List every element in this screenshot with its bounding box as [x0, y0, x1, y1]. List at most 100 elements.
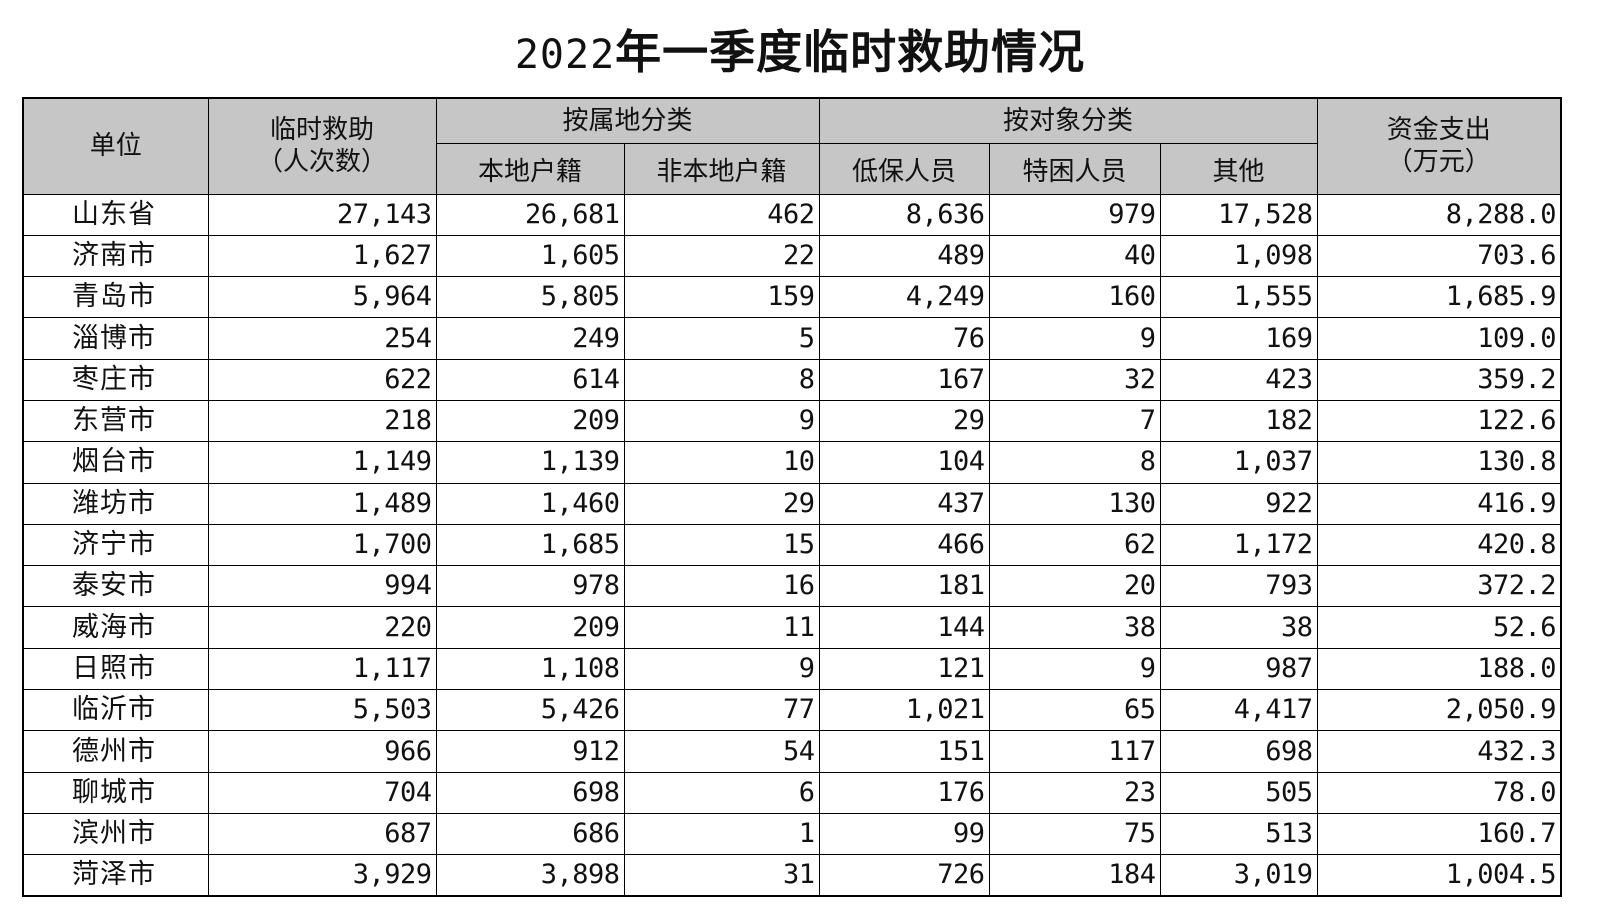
- cell-total: 5,964: [207, 276, 437, 319]
- cell-other: 169: [1159, 317, 1318, 360]
- cell-unit: 威海市: [22, 606, 209, 649]
- cell-dibao: 181: [818, 565, 990, 608]
- cell-funds: 52.6: [1316, 606, 1562, 649]
- header-funds-line1: 资金支出: [1386, 115, 1491, 146]
- cell-unit: 济南市: [22, 234, 209, 278]
- header-dibao: 低保人员: [818, 142, 990, 195]
- cell-funds: 78.0: [1316, 771, 1562, 814]
- table-row: 青岛市 5,964 5,805 159 4,249 160 1,555 1,685.9: [22, 276, 1562, 319]
- table-row: 枣庄市 622 614 8 167 32 423 359.2: [22, 358, 1562, 401]
- cell-total: 27,143: [207, 193, 437, 236]
- table-row: 淄博市 254 249 5 76 9 169 109.0: [22, 317, 1562, 360]
- cell-unit: 泰安市: [22, 565, 209, 608]
- cell-dibao: 76: [818, 317, 990, 360]
- cell-funds: 122.6: [1316, 399, 1562, 443]
- cell-total: 254: [207, 317, 437, 360]
- cell-tekun: 160: [988, 276, 1161, 319]
- cell-other: 513: [1159, 812, 1318, 856]
- cell-tekun: 23: [988, 771, 1161, 814]
- cell-other: 423: [1159, 358, 1318, 401]
- cell-local: 698: [435, 771, 625, 814]
- cell-unit: 临沂市: [22, 689, 209, 732]
- cell-funds: 1,685.9: [1316, 276, 1562, 319]
- cell-tekun: 20: [988, 565, 1161, 608]
- cell-funds: 2,050.9: [1316, 689, 1562, 732]
- cell-total: 1,117: [207, 647, 437, 691]
- cell-tekun: 117: [988, 730, 1161, 773]
- cell-other: 922: [1159, 482, 1318, 525]
- table-row: 潍坊市 1,489 1,460 29 437 130 922 416.9: [22, 482, 1562, 525]
- cell-local: 5,426: [435, 689, 625, 732]
- header-funds: 资金支出 （万元）: [1316, 97, 1562, 195]
- cell-tekun: 38: [988, 606, 1161, 649]
- header-local: 本地户籍: [435, 142, 625, 195]
- header-assist-count: 临时救助 （人次数）: [207, 97, 437, 195]
- cell-local: 5,805: [435, 276, 625, 319]
- cell-tekun: 62: [988, 523, 1161, 567]
- cell-unit: 聊城市: [22, 771, 209, 814]
- cell-total: 1,627: [207, 234, 437, 278]
- cell-other: 3,019: [1159, 854, 1318, 897]
- cell-nonlocal: 29: [623, 482, 820, 525]
- table-row: 聊城市 704 698 6 176 23 505 78.0: [22, 771, 1562, 814]
- cell-local: 978: [435, 565, 625, 608]
- cell-nonlocal: 6: [623, 771, 820, 814]
- cell-nonlocal: 10: [623, 441, 820, 484]
- cell-nonlocal: 9: [623, 399, 820, 443]
- cell-unit: 烟台市: [22, 441, 209, 484]
- cell-total: 687: [207, 812, 437, 856]
- table-header: 单位 临时救助 （人次数） 按属地分类 按对象分类 资金支出 （万元） 本地户籍…: [22, 97, 1562, 195]
- cell-tekun: 40: [988, 234, 1161, 278]
- header-assist-line1: 临时救助: [269, 115, 374, 146]
- header-by-residence: 按属地分类: [435, 97, 820, 144]
- cell-local: 1,108: [435, 647, 625, 691]
- cell-dibao: 437: [818, 482, 990, 525]
- cell-dibao: 167: [818, 358, 990, 401]
- cell-unit: 济宁市: [22, 523, 209, 567]
- cell-local: 1,605: [435, 234, 625, 278]
- table-row: 菏泽市 3,929 3,898 31 726 184 3,019 1,004.5: [22, 854, 1562, 897]
- cell-dibao: 29: [818, 399, 990, 443]
- cell-dibao: 99: [818, 812, 990, 856]
- cell-total: 966: [207, 730, 437, 773]
- table-row: 烟台市 1,149 1,139 10 104 8 1,037 130.8: [22, 441, 1562, 484]
- cell-other: 17,528: [1159, 193, 1318, 236]
- table-row: 济南市 1,627 1,605 22 489 40 1,098 703.6: [22, 234, 1562, 278]
- cell-funds: 432.3: [1316, 730, 1562, 773]
- table-row: 滨州市 687 686 1 99 75 513 160.7: [22, 812, 1562, 856]
- cell-funds: 416.9: [1316, 482, 1562, 525]
- cell-tekun: 8: [988, 441, 1161, 484]
- header-other: 其他: [1159, 142, 1318, 195]
- page-title: 2022年一季度临时救助情况: [0, 22, 1600, 85]
- cell-funds: 160.7: [1316, 812, 1562, 856]
- cell-nonlocal: 11: [623, 606, 820, 649]
- cell-local: 614: [435, 358, 625, 401]
- cell-other: 182: [1159, 399, 1318, 443]
- cell-other: 38: [1159, 606, 1318, 649]
- cell-tekun: 9: [988, 317, 1161, 360]
- header-unit: 单位: [22, 97, 209, 195]
- cell-nonlocal: 9: [623, 647, 820, 691]
- cell-local: 209: [435, 399, 625, 443]
- cell-funds: 1,004.5: [1316, 854, 1562, 897]
- cell-tekun: 979: [988, 193, 1161, 236]
- cell-local: 3,898: [435, 854, 625, 897]
- cell-dibao: 489: [818, 234, 990, 278]
- cell-other: 505: [1159, 771, 1318, 814]
- cell-nonlocal: 1: [623, 812, 820, 856]
- cell-tekun: 65: [988, 689, 1161, 732]
- cell-dibao: 1,021: [818, 689, 990, 732]
- cell-local: 26,681: [435, 193, 625, 236]
- header-tekun: 特困人员: [988, 142, 1161, 195]
- cell-total: 622: [207, 358, 437, 401]
- cell-other: 987: [1159, 647, 1318, 691]
- cell-local: 209: [435, 606, 625, 649]
- header-assist-line2: （人次数）: [256, 147, 387, 178]
- cell-other: 793: [1159, 565, 1318, 608]
- cell-total: 3,929: [207, 854, 437, 897]
- cell-local: 1,139: [435, 441, 625, 484]
- cell-unit: 潍坊市: [22, 482, 209, 525]
- cell-dibao: 151: [818, 730, 990, 773]
- cell-other: 1,037: [1159, 441, 1318, 484]
- cell-nonlocal: 8: [623, 358, 820, 401]
